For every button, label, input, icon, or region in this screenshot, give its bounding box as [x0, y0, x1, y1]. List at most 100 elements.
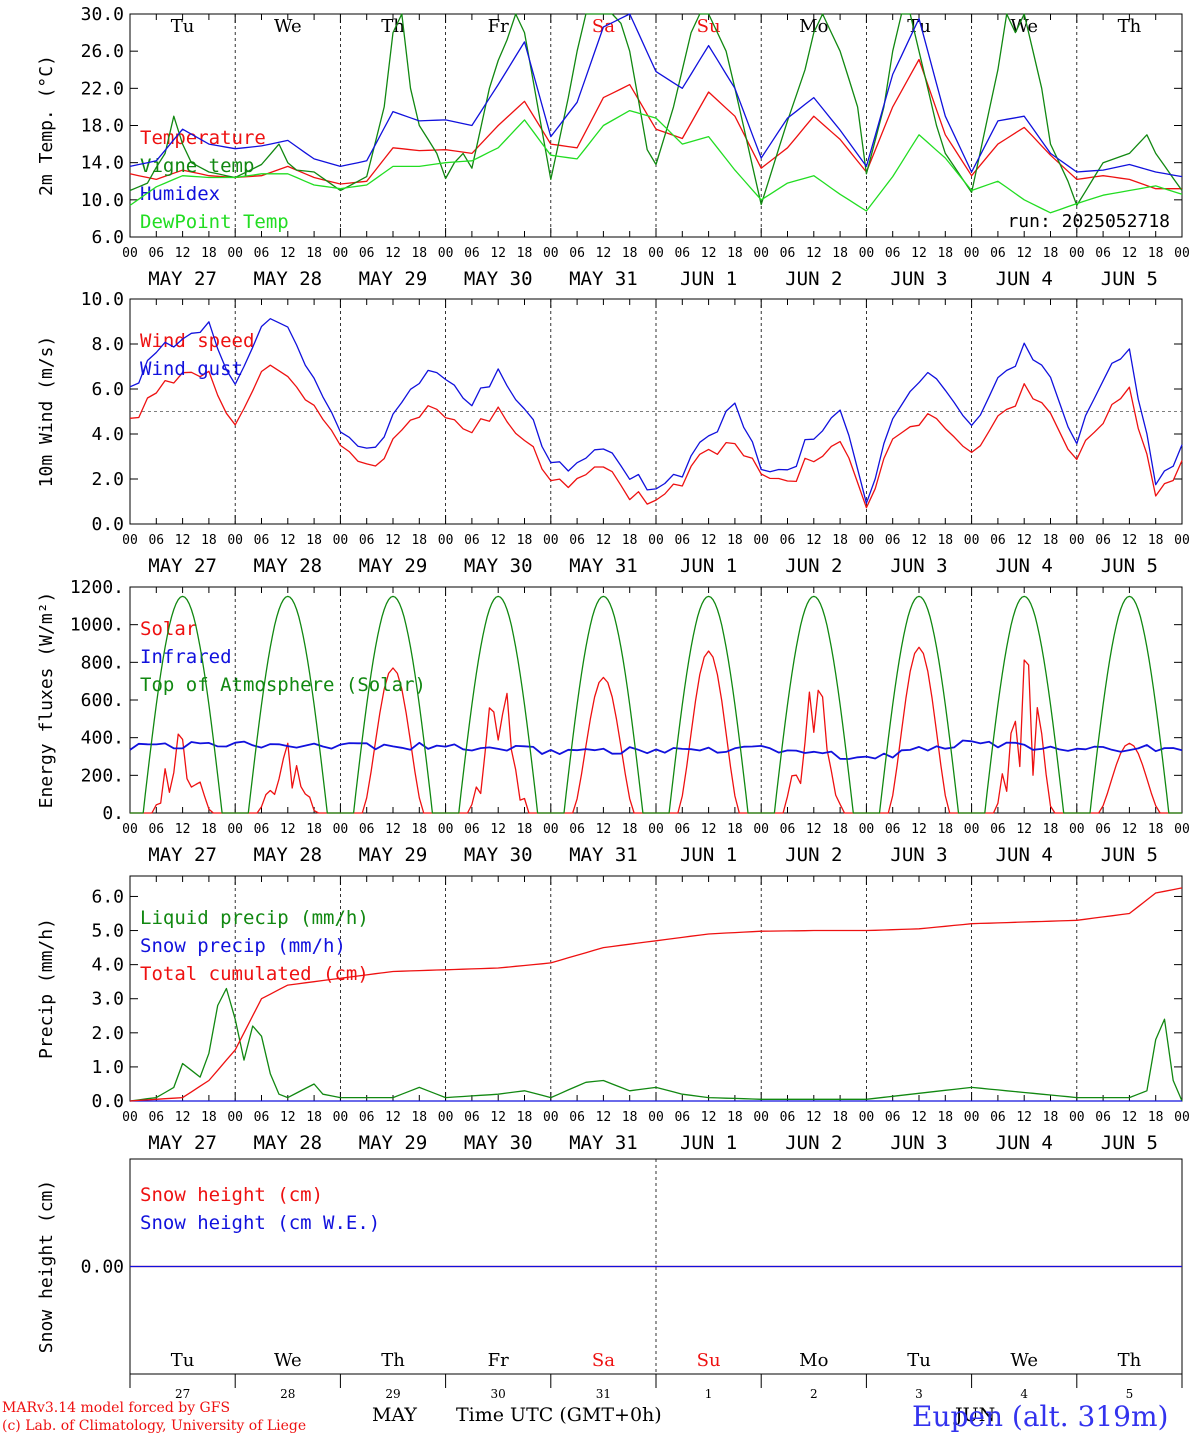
temp-y-tick-label: 30.0 [81, 4, 124, 25]
wind-hour-label: 18 [517, 533, 533, 548]
wind-hour-label: 00 [964, 533, 980, 548]
temp-date-label: JUN 2 [785, 268, 842, 290]
temp-day-abbr: Fr [488, 16, 509, 37]
temp-y-tick-label: 22.0 [81, 78, 124, 99]
wind-hour-label: 18 [1043, 533, 1059, 548]
snow-day-abbr: We [274, 1350, 302, 1371]
temp-y-tick-label: 26.0 [81, 41, 124, 62]
energy-hour-label: 06 [674, 822, 690, 837]
temp-hour-label: 00 [543, 246, 559, 261]
wind-hour-label: 18 [201, 533, 217, 548]
temp-hour-label: 12 [911, 246, 927, 261]
snow-day-number: 30 [491, 1387, 506, 1401]
energy-hour-label: 12 [911, 822, 927, 837]
wind-date-label: MAY 27 [148, 555, 217, 577]
wind-legend-wind-gust: Wind gust [140, 358, 243, 380]
temp-hour-label: 06 [254, 246, 270, 261]
meteogram-chart: 00 06 12 18 00 06 12 18 00 06 12 18 00 06 12 18 00 06 12 18… [0, 0, 1194, 1440]
temp-hour-label: 00 [227, 246, 243, 261]
energy-hour-label: 12 [596, 822, 612, 837]
energy-hour-label: 00 [859, 822, 875, 837]
energy-hour-label: 06 [148, 822, 164, 837]
wind-hour-label: 12 [1016, 533, 1032, 548]
precip-hour-label: 12 [175, 1110, 191, 1125]
wind-date-label: JUN 2 [785, 555, 842, 577]
precip-hour-label: 06 [674, 1110, 690, 1125]
precip-date-label: MAY 31 [569, 1132, 638, 1154]
precip-hour-label: 00 [333, 1110, 349, 1125]
precip-hour-label: 12 [596, 1110, 612, 1125]
precip-hour-label: 06 [464, 1110, 480, 1125]
wind-hour-label: 18 [306, 533, 322, 548]
temp-hour-label: 18 [622, 246, 638, 261]
temp-date-label: MAY 30 [464, 268, 533, 290]
precip-date-label: JUN 1 [680, 1132, 737, 1154]
temp-hour-label: 06 [780, 246, 796, 261]
temp-y-tick-label: 10.0 [81, 190, 124, 211]
energy-date-label: MAY 29 [359, 844, 428, 866]
snow-day-number: 27 [175, 1387, 190, 1401]
energy-hour-label: 18 [517, 822, 533, 837]
temp-hour-label: 06 [674, 246, 690, 261]
energy-hour-label: 06 [254, 822, 270, 837]
energy-date-label: MAY 30 [464, 844, 533, 866]
snow-day-abbr: Tu [907, 1350, 931, 1371]
temp-hour-label: 12 [1122, 246, 1138, 261]
wind-hour-label: 00 [333, 533, 349, 548]
energy-y-tick-label: 400. [81, 728, 124, 749]
energy-hour-label: 18 [306, 822, 322, 837]
energy-hour-label: 06 [990, 822, 1006, 837]
snow-day-number: 28 [280, 1387, 295, 1401]
snow-day-number: 4 [1020, 1387, 1028, 1401]
temp-hour-label: 18 [517, 246, 533, 261]
snow-day-number: 5 [1126, 1387, 1134, 1401]
precip-hour-label: 18 [411, 1110, 427, 1125]
energy-date-label: JUN 3 [890, 844, 947, 866]
precip-hour-label: 00 [648, 1110, 664, 1125]
wind-hour-label: 18 [1148, 533, 1164, 548]
temp-hour-label: 00 [648, 246, 664, 261]
precip-hour-label: 06 [359, 1110, 375, 1125]
wind-hour-label: 00 [648, 533, 664, 548]
temp-hour-label: 00 [1069, 246, 1085, 261]
snow-day-abbr: Mo [799, 1350, 828, 1371]
energy-hour-label: 06 [780, 822, 796, 837]
temp-day-abbr: We [1010, 16, 1038, 37]
temp-hour-label: 06 [148, 246, 164, 261]
precip-hour-label: 06 [148, 1110, 164, 1125]
temp-date-label: JUN 5 [1101, 268, 1158, 290]
wind-hour-label: 12 [806, 533, 822, 548]
energy-date-label: MAY 31 [569, 844, 638, 866]
energy-date-label: MAY 28 [253, 844, 322, 866]
precip-hour-label: 12 [490, 1110, 506, 1125]
energy-legend-infrared: Infrared [140, 646, 232, 668]
temp-date-label: JUN 3 [890, 268, 947, 290]
energy-hour-label: 06 [1095, 822, 1111, 837]
precip-y-tick-label: 2.0 [91, 1023, 124, 1044]
energy-hour-label: 18 [1148, 822, 1164, 837]
wind-hour-label: 18 [832, 533, 848, 548]
wind-y-tick-label: 2.0 [91, 469, 124, 490]
energy-hour-label: 18 [727, 822, 743, 837]
temp-legend-dewpoint-temp: DewPoint Temp [140, 211, 289, 233]
precip-hour-label: 18 [727, 1110, 743, 1125]
temp-hour-label: 18 [306, 246, 322, 261]
energy-y-tick-label: 600. [81, 690, 124, 711]
temp-date-label: JUN 1 [680, 268, 737, 290]
wind-y-tick-label: 0.0 [91, 514, 124, 535]
temp-date-label: MAY 27 [148, 268, 217, 290]
energy-y-tick-label: 1000. [70, 615, 124, 636]
energy-hour-label: 00 [543, 822, 559, 837]
temp-plot-frame [130, 14, 1182, 237]
temp-hour-label: 18 [411, 246, 427, 261]
energy-date-label: JUN 2 [785, 844, 842, 866]
wind-date-label: JUN 5 [1101, 555, 1158, 577]
energy-hour-label: 18 [622, 822, 638, 837]
wind-hour-label: 00 [859, 533, 875, 548]
temp-hour-label: 00 [964, 246, 980, 261]
energy-date-label: JUN 1 [680, 844, 737, 866]
temp-date-label: MAY 28 [253, 268, 322, 290]
precip-y-tick-label: 5.0 [91, 921, 124, 942]
energy-hour-label: 06 [885, 822, 901, 837]
energy-hour-label: 18 [1043, 822, 1059, 837]
